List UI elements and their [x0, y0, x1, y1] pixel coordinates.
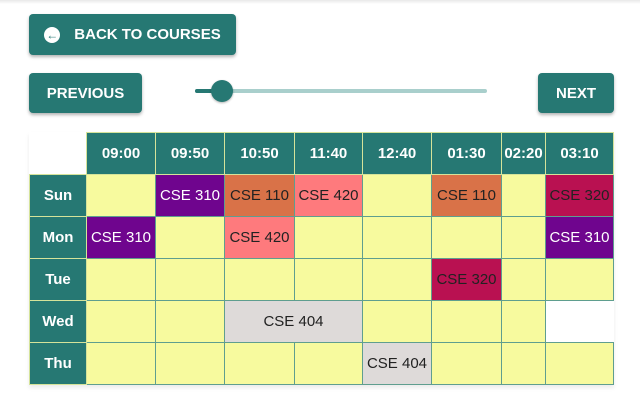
course-cell: CSE 310: [86, 216, 156, 259]
empty-cell: [294, 258, 363, 301]
slider-fill: [195, 89, 222, 93]
empty-cell: [545, 342, 614, 385]
empty-cell: [501, 216, 546, 259]
empty-cell: [224, 258, 295, 301]
course-cell: CSE 110: [431, 174, 502, 217]
time-header: 01:30: [431, 132, 502, 175]
time-header: 09:50: [155, 132, 225, 175]
day-header: Thu: [29, 342, 87, 385]
corner-cell: [29, 132, 87, 175]
day-header: Sun: [29, 174, 87, 217]
time-header: 02:20: [501, 132, 546, 175]
time-header: 11:40: [294, 132, 363, 175]
next-button[interactable]: NEXT: [538, 73, 614, 113]
empty-cell: [501, 258, 546, 301]
day-header: Mon: [29, 216, 87, 259]
timetable: 09:00 09:50 10:50 11:40 12:40 01:30 02:20 03:10…: [29, 132, 614, 385]
empty-cell: [362, 216, 432, 259]
slider-track[interactable]: [195, 89, 487, 93]
back-to-courses-button[interactable]: ← BACK TO COURSES: [29, 14, 236, 55]
previous-button[interactable]: PREVIOUS: [29, 73, 142, 113]
empty-cell: [545, 258, 614, 301]
course-cell: CSE 110: [224, 174, 295, 217]
empty-cell: [86, 300, 156, 343]
empty-cell: [431, 300, 502, 343]
empty-cell: [155, 216, 225, 259]
course-cell: CSE 310: [545, 216, 614, 259]
empty-cell: [362, 258, 432, 301]
empty-cell: [362, 174, 432, 217]
course-cell: CSE 404: [224, 300, 363, 343]
time-header: 12:40: [362, 132, 432, 175]
time-header: 09:00: [86, 132, 156, 175]
empty-cell: [431, 216, 502, 259]
empty-cell: [155, 258, 225, 301]
day-header: Wed: [29, 300, 87, 343]
timetable-row: Sun CSE 310 CSE 110 CSE 420 CSE 110 CSE 320: [29, 174, 614, 217]
back-label: BACK TO COURSES: [74, 26, 221, 43]
empty-cell: [155, 342, 225, 385]
course-cell: CSE 404: [362, 342, 432, 385]
time-header: 03:10: [545, 132, 614, 175]
empty-cell: [155, 300, 225, 343]
time-header: 10:50: [224, 132, 295, 175]
slider-thumb[interactable]: [211, 80, 233, 102]
empty-cell: [294, 216, 363, 259]
empty-cell: [501, 174, 546, 217]
empty-cell: [501, 300, 546, 343]
empty-cell: [86, 174, 156, 217]
timetable-row: Wed CSE 404: [29, 300, 614, 343]
arrow-left-circle-icon: ←: [44, 26, 61, 43]
top-shadow: [0, 0, 640, 4]
course-cell: CSE 420: [224, 216, 295, 259]
course-cell: CSE 320: [545, 174, 614, 217]
timetable-row: Mon CSE 310 CSE 420 CSE 310: [29, 216, 614, 259]
empty-cell: [86, 258, 156, 301]
day-header: Tue: [29, 258, 87, 301]
empty-cell: [431, 342, 502, 385]
empty-cell: [362, 300, 432, 343]
timetable-row: Thu CSE 404: [29, 342, 614, 385]
empty-cell: [501, 342, 546, 385]
course-cell: CSE 420: [294, 174, 363, 217]
course-cell: CSE 320: [431, 258, 502, 301]
empty-cell: [294, 342, 363, 385]
course-cell: CSE 310: [155, 174, 225, 217]
timetable-row: Tue CSE 320: [29, 258, 614, 301]
empty-cell: [86, 342, 156, 385]
empty-cell: [224, 342, 295, 385]
